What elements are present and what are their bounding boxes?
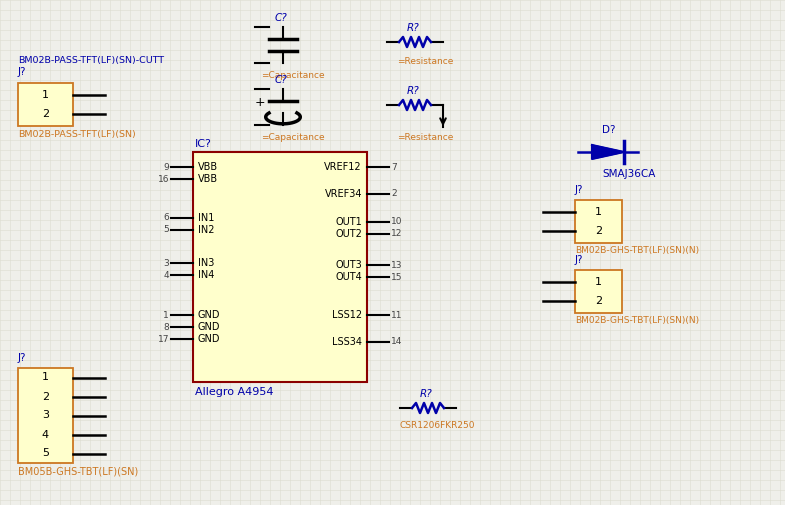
Text: 5: 5 bbox=[42, 448, 49, 459]
Text: C?: C? bbox=[275, 13, 288, 23]
Text: 16: 16 bbox=[158, 175, 169, 183]
Text: R?: R? bbox=[407, 23, 420, 33]
Polygon shape bbox=[592, 145, 624, 159]
Text: 3: 3 bbox=[42, 411, 49, 421]
Bar bbox=[193, 152, 367, 382]
Text: 1: 1 bbox=[595, 277, 602, 287]
Text: OUT2: OUT2 bbox=[335, 229, 362, 239]
Text: 10: 10 bbox=[391, 218, 403, 227]
Text: GND: GND bbox=[198, 322, 221, 332]
Text: 1: 1 bbox=[42, 373, 49, 382]
Text: 11: 11 bbox=[391, 311, 403, 320]
Text: 9: 9 bbox=[163, 163, 169, 172]
Text: 2: 2 bbox=[42, 109, 49, 119]
Text: 4: 4 bbox=[163, 271, 169, 279]
Text: 12: 12 bbox=[391, 229, 403, 238]
Text: 7: 7 bbox=[391, 163, 396, 172]
Text: 2: 2 bbox=[595, 226, 602, 236]
Text: OUT1: OUT1 bbox=[335, 217, 362, 227]
Text: VREF34: VREF34 bbox=[324, 189, 362, 199]
Text: IN4: IN4 bbox=[198, 270, 214, 280]
Text: 3: 3 bbox=[163, 259, 169, 268]
Bar bbox=[575, 270, 622, 313]
Text: 2: 2 bbox=[595, 296, 602, 306]
Text: R?: R? bbox=[407, 86, 420, 96]
Text: 4: 4 bbox=[42, 429, 49, 439]
Text: D?: D? bbox=[602, 125, 615, 135]
Text: 14: 14 bbox=[391, 337, 403, 346]
Text: GND: GND bbox=[198, 334, 221, 344]
Text: 2: 2 bbox=[391, 189, 396, 198]
Text: =Resistance: =Resistance bbox=[397, 58, 454, 67]
Text: VBB: VBB bbox=[198, 162, 218, 172]
Text: =Capacitance: =Capacitance bbox=[261, 132, 325, 141]
Text: =Resistance: =Resistance bbox=[397, 132, 454, 141]
Text: IN2: IN2 bbox=[198, 225, 214, 235]
Text: J?: J? bbox=[575, 255, 583, 265]
Text: BM02B-PASS-TFT(LF)(SN): BM02B-PASS-TFT(LF)(SN) bbox=[18, 129, 136, 138]
Text: J?: J? bbox=[18, 353, 27, 363]
Text: BM02B-GHS-TBT(LF)(SN)(N): BM02B-GHS-TBT(LF)(SN)(N) bbox=[575, 316, 699, 325]
Text: VBB: VBB bbox=[198, 174, 218, 184]
Text: IN1: IN1 bbox=[198, 213, 214, 223]
Text: CSR1206FKR250: CSR1206FKR250 bbox=[400, 422, 476, 430]
Bar bbox=[18, 83, 73, 126]
Text: C?: C? bbox=[275, 75, 288, 85]
Text: LSS12: LSS12 bbox=[332, 310, 362, 320]
Text: 6: 6 bbox=[163, 214, 169, 223]
Text: BM02B-GHS-TBT(LF)(SN)(N): BM02B-GHS-TBT(LF)(SN)(N) bbox=[575, 245, 699, 255]
Text: 1: 1 bbox=[163, 311, 169, 320]
Text: OUT3: OUT3 bbox=[335, 260, 362, 270]
Bar bbox=[18, 368, 73, 463]
Text: 15: 15 bbox=[391, 273, 403, 281]
Text: 13: 13 bbox=[391, 261, 403, 270]
Text: IN3: IN3 bbox=[198, 258, 214, 268]
Text: 1: 1 bbox=[595, 207, 602, 217]
Text: IC?: IC? bbox=[195, 139, 212, 149]
Bar bbox=[575, 200, 622, 243]
Text: LSS34: LSS34 bbox=[332, 337, 362, 347]
Text: 5: 5 bbox=[163, 226, 169, 234]
Text: R?: R? bbox=[420, 389, 433, 399]
Text: GND: GND bbox=[198, 310, 221, 320]
Text: J?: J? bbox=[18, 67, 27, 77]
Text: Allegro A4954: Allegro A4954 bbox=[195, 387, 273, 397]
Text: 17: 17 bbox=[158, 334, 169, 343]
Text: 8: 8 bbox=[163, 323, 169, 331]
Text: 2: 2 bbox=[42, 391, 49, 401]
Text: OUT4: OUT4 bbox=[335, 272, 362, 282]
Text: 1: 1 bbox=[42, 90, 49, 100]
Text: J?: J? bbox=[575, 185, 583, 195]
Text: SMAJ36CA: SMAJ36CA bbox=[602, 169, 655, 179]
Text: =Capacitance: =Capacitance bbox=[261, 71, 325, 79]
Text: +: + bbox=[254, 96, 265, 110]
Text: VREF12: VREF12 bbox=[324, 162, 362, 172]
Text: BM05B-GHS-TBT(LF)(SN): BM05B-GHS-TBT(LF)(SN) bbox=[18, 466, 138, 476]
Text: BM02B-PASS-TFT(LF)(SN)-CUTT: BM02B-PASS-TFT(LF)(SN)-CUTT bbox=[18, 57, 164, 66]
